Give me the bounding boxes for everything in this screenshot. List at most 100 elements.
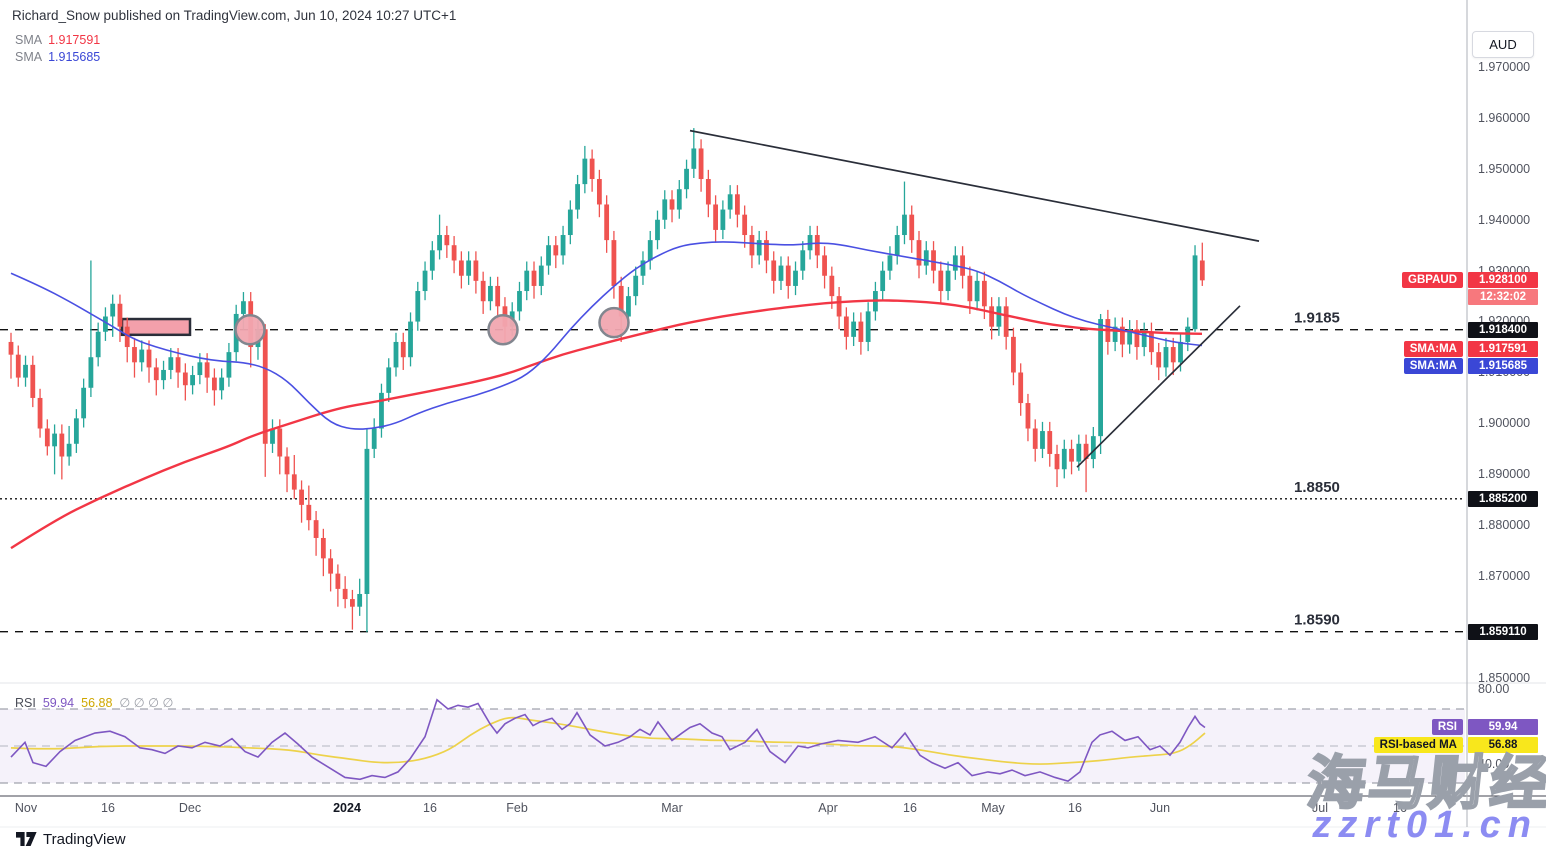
level-annotation: 1.8850 bbox=[1294, 479, 1340, 496]
candle-body bbox=[1127, 329, 1133, 345]
candle-body bbox=[967, 275, 973, 302]
time-scale[interactable] bbox=[0, 797, 1465, 827]
price-tick-label: 1.970000 bbox=[1478, 60, 1531, 74]
tradingview-logo[interactable]: TradingView bbox=[16, 831, 126, 848]
candle-body bbox=[124, 326, 130, 348]
candle-body bbox=[626, 296, 631, 317]
time-tick-label: Jul bbox=[1312, 801, 1328, 815]
candle-body bbox=[865, 311, 871, 342]
price-tick-label: 1.890000 bbox=[1478, 467, 1531, 481]
rsi-line[interactable] bbox=[10, 698, 1206, 783]
price-tick-label: 1.850000 bbox=[1478, 671, 1531, 685]
highlight-rectangle[interactable] bbox=[120, 317, 192, 337]
candle-body bbox=[211, 377, 217, 391]
candle-body bbox=[59, 433, 65, 457]
candle-body bbox=[1061, 448, 1067, 470]
candle-body bbox=[713, 204, 719, 230]
candle-body bbox=[146, 349, 152, 368]
candle-body bbox=[422, 270, 428, 292]
candle-body bbox=[357, 593, 363, 607]
circle-marker[interactable] bbox=[598, 306, 630, 339]
candle-body bbox=[110, 303, 116, 317]
series-tag: RSI-based MA bbox=[1373, 737, 1463, 753]
candle-body bbox=[764, 240, 769, 261]
circle-marker[interactable] bbox=[487, 313, 519, 346]
candle-body bbox=[1141, 331, 1147, 348]
currency-toggle-button[interactable]: AUD bbox=[1472, 31, 1534, 58]
price-tick-label: 1.880000 bbox=[1478, 518, 1531, 532]
candle-body bbox=[1040, 431, 1045, 449]
rsi-legend[interactable]: RSI 59.94 56.88 ∅ ∅ ∅ ∅ bbox=[15, 695, 180, 710]
candle-body bbox=[379, 392, 384, 429]
candle-body bbox=[996, 306, 1002, 327]
candle-body bbox=[814, 235, 820, 256]
price-tick-label: 1.940000 bbox=[1478, 213, 1531, 227]
candle-body bbox=[95, 331, 101, 358]
candle-body bbox=[66, 443, 72, 457]
candle-body bbox=[560, 235, 566, 256]
candle-body bbox=[676, 189, 682, 210]
candle-body bbox=[735, 194, 740, 215]
candle-body bbox=[1178, 341, 1183, 363]
candle-body bbox=[655, 219, 660, 241]
price-tick-label: 80.00 bbox=[1478, 682, 1510, 696]
candle-body bbox=[270, 428, 275, 444]
candle-body bbox=[473, 260, 479, 281]
candle-body bbox=[662, 199, 668, 220]
sma-value: 1.915685 bbox=[48, 50, 101, 64]
rsi-legend-empty-values: ∅ ∅ ∅ ∅ bbox=[119, 696, 174, 710]
axis-value-box: 56.88 bbox=[1468, 737, 1538, 753]
candle-body bbox=[458, 260, 464, 276]
candle-body bbox=[291, 474, 297, 490]
candle-body bbox=[451, 245, 457, 261]
candle-body bbox=[611, 240, 617, 286]
ascending-support-trendline[interactable] bbox=[1076, 305, 1241, 468]
candle-body bbox=[742, 214, 748, 236]
tradingview-logo-text: TradingView bbox=[43, 831, 126, 848]
candle-body bbox=[495, 285, 501, 307]
descending-resistance-trendline[interactable] bbox=[689, 129, 1260, 242]
circle-marker[interactable] bbox=[234, 313, 266, 346]
candle-body bbox=[952, 255, 958, 271]
candle-body bbox=[44, 428, 50, 447]
candle-body bbox=[1199, 260, 1205, 281]
candle-body bbox=[546, 245, 551, 266]
candle-body bbox=[1119, 326, 1125, 345]
sma-legend-row-1[interactable]: SMA 1.917591 bbox=[15, 33, 100, 47]
candle-body bbox=[37, 397, 43, 429]
candle-body bbox=[524, 270, 530, 292]
candle-body bbox=[684, 168, 689, 190]
axis-value-box: 1.918400 bbox=[1468, 322, 1538, 338]
candle-body bbox=[103, 316, 108, 332]
candle-body bbox=[182, 372, 188, 386]
price-tick-label: 1.870000 bbox=[1478, 569, 1531, 583]
candle-body bbox=[1018, 372, 1024, 404]
candle-body bbox=[989, 306, 995, 327]
watermark-site: zzrt01.cn bbox=[1312, 804, 1538, 846]
candle-body bbox=[531, 270, 537, 286]
candle-body bbox=[132, 347, 137, 363]
sma-slow-line[interactable] bbox=[10, 299, 1203, 550]
candle-body bbox=[1170, 347, 1176, 363]
candle-body bbox=[633, 275, 639, 297]
candle-body bbox=[1032, 428, 1038, 449]
sma-fast-line[interactable] bbox=[10, 241, 1203, 430]
candle-body bbox=[219, 377, 225, 391]
time-tick-label: Jun bbox=[1149, 801, 1171, 815]
candle-body bbox=[778, 265, 784, 281]
time-tick-label: 2024 bbox=[333, 801, 361, 815]
candle-body bbox=[698, 148, 704, 180]
candle-body bbox=[771, 260, 777, 281]
time-tick-label: 16 bbox=[1393, 801, 1407, 815]
candle-body bbox=[604, 204, 610, 241]
candle-body bbox=[262, 329, 268, 444]
axis-value-box: 59.94 bbox=[1468, 719, 1538, 735]
time-tick-label: Nov bbox=[14, 801, 38, 815]
candle-body bbox=[1098, 319, 1103, 437]
sma-legend-row-2[interactable]: SMA 1.915685 bbox=[15, 50, 100, 64]
rsi-ma-legend-value: 56.88 bbox=[81, 696, 113, 710]
candle-body bbox=[567, 209, 573, 236]
rsi-ma-line[interactable] bbox=[10, 716, 1206, 765]
